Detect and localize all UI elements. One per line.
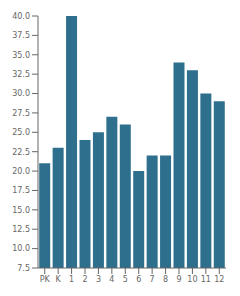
svg-text:10.0: 10.0 [12, 244, 30, 253]
svg-text:4: 4 [109, 275, 114, 284]
svg-text:2: 2 [82, 275, 87, 284]
svg-text:17.5: 17.5 [12, 186, 30, 195]
svg-text:15.0: 15.0 [12, 206, 30, 215]
svg-text:1: 1 [69, 275, 74, 284]
svg-text:9: 9 [176, 275, 181, 284]
svg-text:10: 10 [187, 275, 197, 284]
svg-text:PK: PK [40, 275, 51, 284]
svg-text:27.5: 27.5 [12, 109, 30, 118]
svg-text:8: 8 [163, 275, 168, 284]
svg-text:7: 7 [150, 275, 155, 284]
svg-text:12.5: 12.5 [12, 225, 30, 234]
svg-text:35.0: 35.0 [12, 51, 30, 60]
svg-text:32.5: 32.5 [12, 70, 30, 79]
svg-text:6: 6 [136, 275, 141, 284]
svg-text:25.0: 25.0 [12, 128, 30, 137]
svg-text:40.0: 40.0 [12, 12, 30, 21]
svg-text:12: 12 [214, 275, 224, 284]
svg-text:37.5: 37.5 [12, 31, 30, 40]
svg-text:22.5: 22.5 [12, 148, 30, 157]
svg-text:20.0: 20.0 [12, 167, 30, 176]
svg-text:5: 5 [123, 275, 128, 284]
svg-text:11: 11 [201, 275, 211, 284]
svg-text:K: K [56, 275, 62, 284]
svg-text:30.0: 30.0 [12, 89, 30, 98]
svg-text:7.5: 7.5 [17, 264, 30, 273]
svg-text:3: 3 [96, 275, 101, 284]
